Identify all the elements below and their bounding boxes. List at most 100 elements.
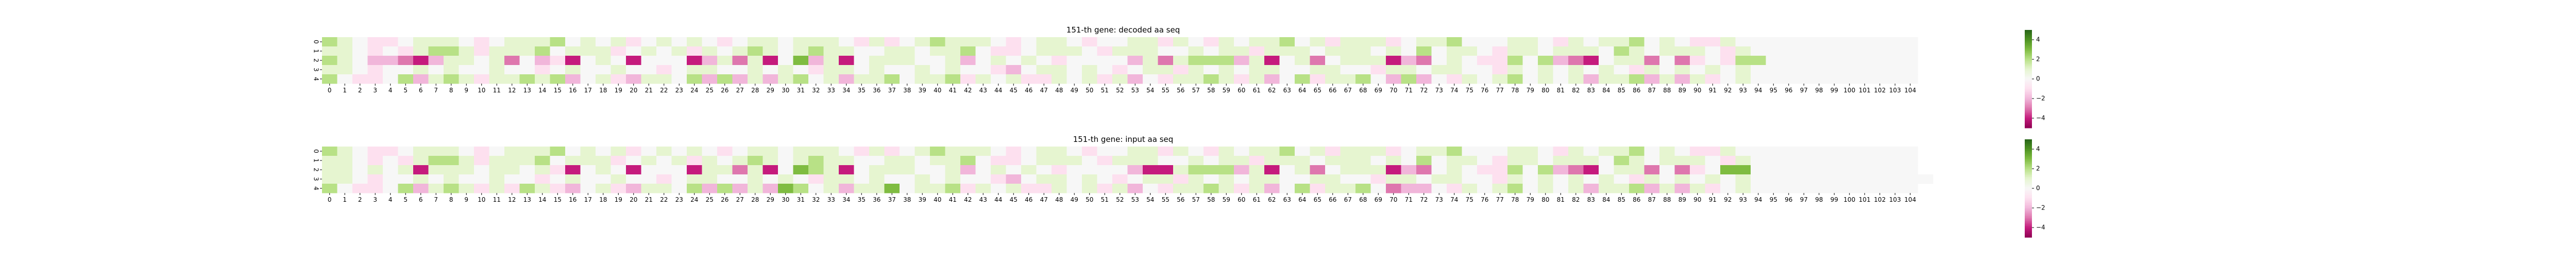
x-tick-label: 102 <box>1874 87 1886 94</box>
x-tick-label: 46 <box>1025 196 1032 203</box>
heatmap-cell <box>1705 65 1721 75</box>
heatmap-cell <box>1234 156 1249 166</box>
x-tick-label: 40 <box>934 87 941 94</box>
colorbar-slice <box>2025 179 2032 181</box>
heatmap-cell <box>854 147 870 156</box>
heatmap-cell <box>565 56 581 66</box>
heatmap-cell <box>656 46 672 56</box>
heatmap-cell <box>762 37 778 47</box>
x-tick-label: 21 <box>645 87 653 94</box>
heatmap-cell <box>1872 74 1888 84</box>
x-tick-label: 90 <box>1693 196 1701 203</box>
heatmap-cell <box>367 156 383 166</box>
heatmap-cell <box>930 184 945 194</box>
heatmap-cell <box>1644 37 1660 47</box>
colorbar-slice <box>2025 234 2032 236</box>
x-tick-label: 34 <box>842 87 850 94</box>
heatmap-cell <box>1082 174 1097 184</box>
x-tick-label: 1 <box>343 196 347 203</box>
colorbar-slice <box>2025 66 2032 68</box>
x-tick-label: 99 <box>1831 87 1838 94</box>
heatmap-cell <box>504 174 520 184</box>
x-tick-label: 62 <box>1268 196 1276 203</box>
heatmap-cell <box>413 46 429 56</box>
heatmap-cell <box>1720 174 1736 184</box>
heatmap-cell <box>884 184 900 194</box>
colorbar-slice <box>2025 106 2032 109</box>
heatmap-cell <box>884 156 900 166</box>
x-tick-label: 20 <box>630 196 637 203</box>
heatmap-cell <box>1477 147 1493 156</box>
heatmap-cell <box>413 74 429 84</box>
heatmap-cell <box>1310 74 1326 84</box>
colorbar-slice <box>2025 69 2032 71</box>
heatmap-cell <box>1522 156 1538 166</box>
heatmap-cell <box>352 184 368 194</box>
heatmap-cell <box>474 37 489 47</box>
heatmap-cell <box>1644 184 1660 194</box>
colorbar-slice <box>2025 225 2032 228</box>
heatmap-cell <box>1507 184 1523 194</box>
heatmap-cell <box>1416 56 1432 66</box>
heatmap-cell <box>1887 65 1903 75</box>
heatmap-cell <box>656 165 672 175</box>
heatmap-cell <box>1021 165 1037 175</box>
heatmap-cell <box>367 165 383 175</box>
heatmap-cell <box>383 65 398 75</box>
heatmap-cell <box>337 147 353 156</box>
heatmap-cell <box>1158 184 1174 194</box>
heatmap-cell <box>1447 37 1462 47</box>
heatmap-cell <box>1021 174 1037 184</box>
heatmap-cell <box>1127 165 1143 175</box>
heatmap-cell <box>1659 165 1675 175</box>
heatmap-cell <box>1735 46 1751 56</box>
heatmap-cell <box>1659 174 1675 184</box>
heatmap-cell <box>687 147 702 156</box>
heatmap-cell <box>398 74 414 84</box>
heatmap-cell <box>687 184 702 194</box>
x-tick-label: 10 <box>478 87 485 94</box>
colorbar-tick-label: −4 <box>2036 115 2045 122</box>
heatmap-cell <box>1401 184 1417 194</box>
colorbar-slice <box>2025 231 2032 233</box>
heatmap-cell <box>1310 56 1326 66</box>
heatmap-cell <box>626 184 641 194</box>
colorbar-slice <box>2025 64 2032 67</box>
heatmap-cell <box>1158 165 1174 175</box>
heatmap-cell <box>1492 147 1508 156</box>
colorbar-slice <box>2025 118 2032 120</box>
heatmap-cell <box>1370 46 1386 56</box>
colorbar-slice <box>2025 35 2032 37</box>
heatmap-cell <box>428 65 444 75</box>
heatmap-cell <box>1781 184 1797 194</box>
x-tick-label: 67 <box>1344 196 1352 203</box>
colorbar-slice <box>2025 149 2032 151</box>
heatmap-cell <box>1720 65 1736 75</box>
colorbar-slice <box>2025 160 2032 163</box>
heatmap-cell <box>717 174 733 184</box>
heatmap-cell <box>1538 37 1553 47</box>
heatmap-cell <box>1204 56 1219 66</box>
heatmap-cell <box>1674 156 1690 166</box>
heatmap-cell <box>1477 65 1493 75</box>
heatmap-cell <box>459 65 474 75</box>
heatmap-cell <box>1674 74 1690 84</box>
heatmap-cell <box>930 147 945 156</box>
heatmap-cell <box>1158 174 1174 184</box>
heatmap-cell <box>383 46 398 56</box>
heatmap-cell <box>1751 65 1766 75</box>
heatmap-cell <box>1340 156 1356 166</box>
heatmap-cell <box>900 184 915 194</box>
heatmap-cell <box>1204 37 1219 47</box>
x-tick-label: 66 <box>1329 196 1336 203</box>
heatmap-cell <box>1143 165 1158 175</box>
heatmap-cell <box>854 37 870 47</box>
x-tick-label: 86 <box>1633 87 1640 94</box>
heatmap-cell <box>626 65 641 75</box>
heatmap-cell <box>1781 156 1797 166</box>
heatmap-cell <box>489 174 505 184</box>
heatmap-cell <box>1218 165 1234 175</box>
heatmap-cell <box>1811 165 1827 175</box>
y-tick-label: 3 <box>313 177 320 181</box>
heatmap-cell <box>611 165 626 175</box>
